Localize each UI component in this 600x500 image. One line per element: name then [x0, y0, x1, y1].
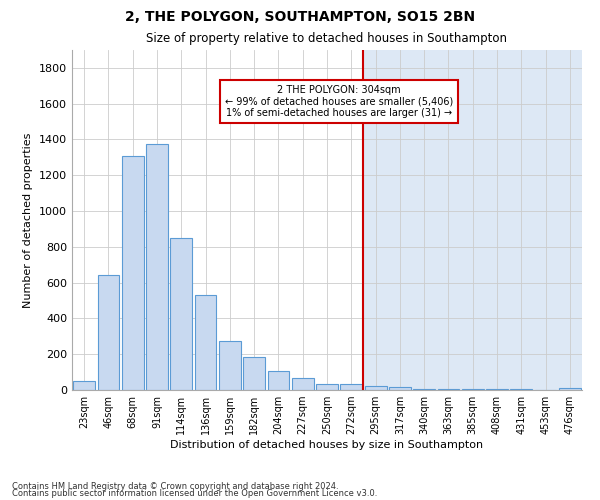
Bar — [462, 389, 484, 390]
Bar — [268, 371, 289, 390]
Bar — [340, 384, 362, 390]
Bar — [364, 50, 582, 390]
Bar — [146, 144, 168, 390]
Bar — [73, 381, 95, 390]
Bar — [316, 384, 338, 390]
Bar — [413, 389, 435, 390]
X-axis label: Distribution of detached houses by size in Southampton: Distribution of detached houses by size … — [170, 440, 484, 450]
Bar — [559, 388, 581, 390]
Bar — [243, 357, 265, 390]
Bar — [122, 156, 143, 390]
Bar — [219, 341, 241, 390]
Text: Contains public sector information licensed under the Open Government Licence v3: Contains public sector information licen… — [12, 490, 377, 498]
Bar — [365, 386, 386, 390]
Bar — [194, 295, 217, 390]
Bar — [389, 388, 411, 390]
Bar — [97, 276, 119, 390]
Bar — [170, 238, 192, 390]
Text: Contains HM Land Registry data © Crown copyright and database right 2024.: Contains HM Land Registry data © Crown c… — [12, 482, 338, 491]
Y-axis label: Number of detached properties: Number of detached properties — [23, 132, 34, 308]
Title: Size of property relative to detached houses in Southampton: Size of property relative to detached ho… — [146, 32, 508, 44]
Bar — [511, 389, 532, 390]
Text: 2, THE POLYGON, SOUTHAMPTON, SO15 2BN: 2, THE POLYGON, SOUTHAMPTON, SO15 2BN — [125, 10, 475, 24]
Bar — [292, 378, 314, 390]
Bar — [437, 389, 460, 390]
Bar — [486, 389, 508, 390]
Text: 2 THE POLYGON: 304sqm
← 99% of detached houses are smaller (5,406)
1% of semi-de: 2 THE POLYGON: 304sqm ← 99% of detached … — [225, 86, 453, 118]
